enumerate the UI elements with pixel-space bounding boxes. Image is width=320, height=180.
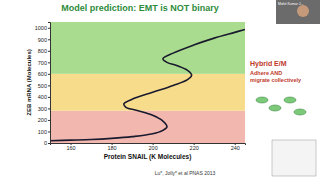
tick: 200 (38, 117, 50, 123)
cell-icon (269, 105, 281, 111)
tick: 200 (149, 143, 158, 151)
tick-label: 200 (38, 117, 47, 123)
tick-mark (48, 108, 50, 109)
axis-line (48, 23, 51, 144)
tick: 700 (38, 60, 50, 66)
tick-label: 500 (38, 83, 47, 89)
cell-icon (256, 97, 268, 103)
band (50, 111, 245, 143)
tick-mark (48, 39, 50, 40)
cell-icon (294, 109, 306, 115)
band (50, 74, 245, 111)
tick: 900 (38, 37, 50, 43)
tick-label: 240 (231, 145, 240, 151)
tick-mark (48, 120, 50, 121)
tick-label: 220 (190, 145, 199, 151)
tick: 600 (38, 71, 50, 77)
tick-label: 900 (38, 37, 47, 43)
x-axis-title: Protein SNAIL (K Molecules) (104, 153, 192, 161)
tick-mark (48, 85, 50, 86)
tick-label: 300 (38, 106, 47, 112)
tick-label: 200 (149, 145, 158, 151)
tick-label: 1000 (35, 25, 47, 31)
tick-mark (48, 131, 50, 132)
y-axis: 0 100 200 300 400 500 600 700 800 900 1000 (35, 23, 51, 147)
tick: 500 (38, 83, 50, 89)
tick: 220 (190, 143, 199, 151)
tick-mark (48, 97, 50, 98)
tick: 0 (44, 140, 50, 146)
slide: Model prediction: EMT is NOT binary Mohit… (0, 0, 320, 180)
tick-mark (48, 74, 50, 75)
curve (50, 29, 245, 140)
title: Model prediction: EMT is NOT binary (61, 3, 219, 13)
tick: 180 (107, 143, 116, 151)
tick-label: 180 (107, 145, 116, 151)
tick-mark (48, 143, 50, 144)
tick: 1000 (35, 25, 50, 31)
y-axis-title: ZEB mRNA (Molecules) (26, 49, 32, 115)
tick-mark (48, 62, 50, 63)
tick: 300 (38, 106, 50, 112)
tick: 800 (38, 48, 50, 54)
tick-label: 400 (38, 94, 47, 100)
tick: 100 (38, 129, 50, 135)
video-thumbnail (276, 0, 320, 24)
tick-mark (48, 51, 50, 52)
tick-label: 100 (38, 129, 47, 135)
plot-area (50, 22, 245, 143)
tick: 240 (231, 143, 240, 151)
network-diagram (272, 140, 316, 176)
tick-label: 800 (38, 48, 47, 54)
speaker-head (297, 5, 309, 17)
tick-label: 600 (38, 71, 47, 77)
tick-label: 160 (66, 145, 75, 151)
tick-label: 700 (38, 60, 47, 66)
tick: 400 (38, 94, 50, 100)
annotation: Adhere ANDmigrate collectively (250, 70, 302, 83)
annotation: Hybrid E/M (250, 60, 287, 68)
tick-label: 0 (44, 140, 47, 146)
x-axis: 160 180 200 220 240 (51, 143, 246, 151)
cell-icon (284, 97, 296, 103)
tick-mark (48, 28, 50, 29)
citation: Lu*, Jolly* et al PNAS 2013 (155, 170, 216, 176)
tick: 160 (66, 143, 75, 151)
speaker-name: Mohit Kumar J... (278, 2, 304, 6)
band (50, 22, 245, 74)
